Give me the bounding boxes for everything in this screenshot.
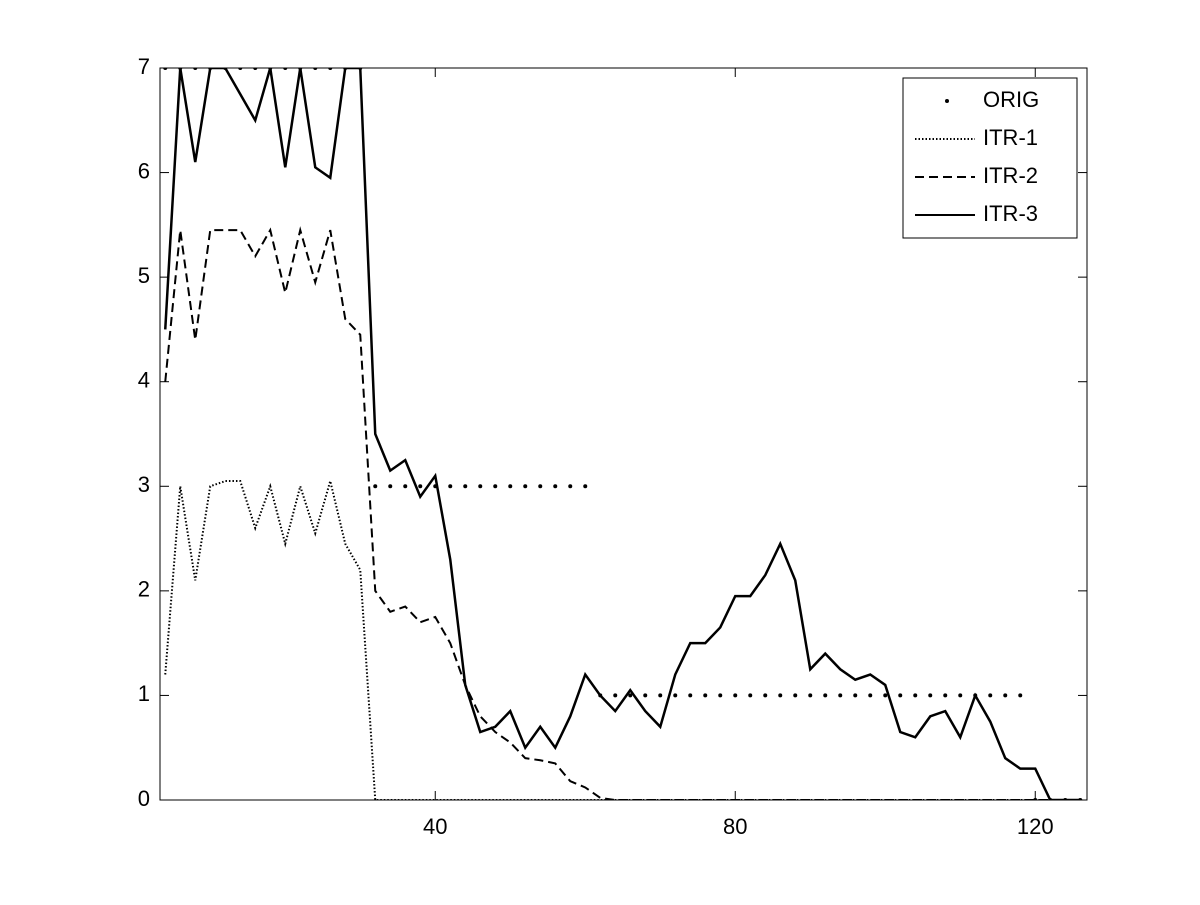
marker	[823, 693, 828, 698]
series-line	[164, 68, 1081, 800]
marker	[553, 484, 558, 489]
marker	[568, 484, 573, 489]
marker	[193, 68, 198, 70]
marker	[838, 693, 843, 698]
x-tick-label: 40	[423, 814, 447, 839]
y-tick-label: 4	[138, 368, 150, 393]
marker	[853, 693, 858, 698]
legend-label: ITR-1	[983, 125, 1038, 150]
marker	[928, 693, 933, 698]
marker	[388, 484, 393, 489]
legend-marker	[945, 99, 949, 103]
marker	[238, 68, 243, 70]
marker	[958, 693, 963, 698]
marker	[448, 484, 453, 489]
marker	[523, 484, 528, 489]
marker	[793, 693, 798, 698]
y-tick-label: 0	[138, 786, 150, 811]
marker	[1003, 693, 1008, 698]
legend: ORIG ITR-1 ITR-2 ITR-3	[902, 77, 1078, 239]
marker	[718, 693, 723, 698]
y-tick-label: 2	[138, 577, 150, 602]
marker	[988, 693, 993, 698]
marker	[733, 693, 738, 698]
marker	[493, 484, 498, 489]
marker	[943, 693, 948, 698]
marker	[418, 484, 423, 489]
marker	[613, 693, 618, 698]
legend-box	[902, 77, 1078, 239]
y-tick-label: 5	[138, 263, 150, 288]
marker	[508, 484, 513, 489]
marker	[1018, 693, 1023, 698]
marker	[628, 693, 633, 698]
marker	[658, 693, 663, 698]
legend-label: ITR-3	[983, 201, 1038, 226]
marker	[763, 693, 768, 698]
marker	[643, 693, 648, 698]
marker	[748, 693, 753, 698]
legend-label: ORIG	[983, 87, 1039, 112]
y-tick-label: 1	[138, 681, 150, 706]
marker	[373, 484, 378, 489]
marker	[328, 68, 333, 70]
marker	[283, 68, 288, 70]
marker	[253, 68, 258, 70]
marker	[913, 693, 918, 698]
y-tick-label: 6	[138, 158, 150, 183]
marker	[868, 693, 873, 698]
x-tick-label: 120	[1017, 814, 1054, 839]
plot-lines	[163, 68, 1083, 800]
marker	[403, 484, 408, 489]
marker	[478, 484, 483, 489]
y-tick-label: 7	[138, 54, 150, 79]
x-tick-label: 80	[723, 814, 747, 839]
marker	[673, 693, 678, 698]
marker	[808, 693, 813, 698]
marker	[163, 68, 168, 70]
marker	[463, 484, 468, 489]
marker	[313, 68, 318, 70]
y-tick-label: 3	[138, 472, 150, 497]
marker	[883, 693, 888, 698]
marker	[703, 693, 708, 698]
legend-label: ITR-2	[983, 163, 1038, 188]
marker	[688, 693, 693, 698]
marker	[538, 484, 543, 489]
marker	[778, 693, 783, 698]
marker	[898, 693, 903, 698]
marker	[583, 484, 588, 489]
